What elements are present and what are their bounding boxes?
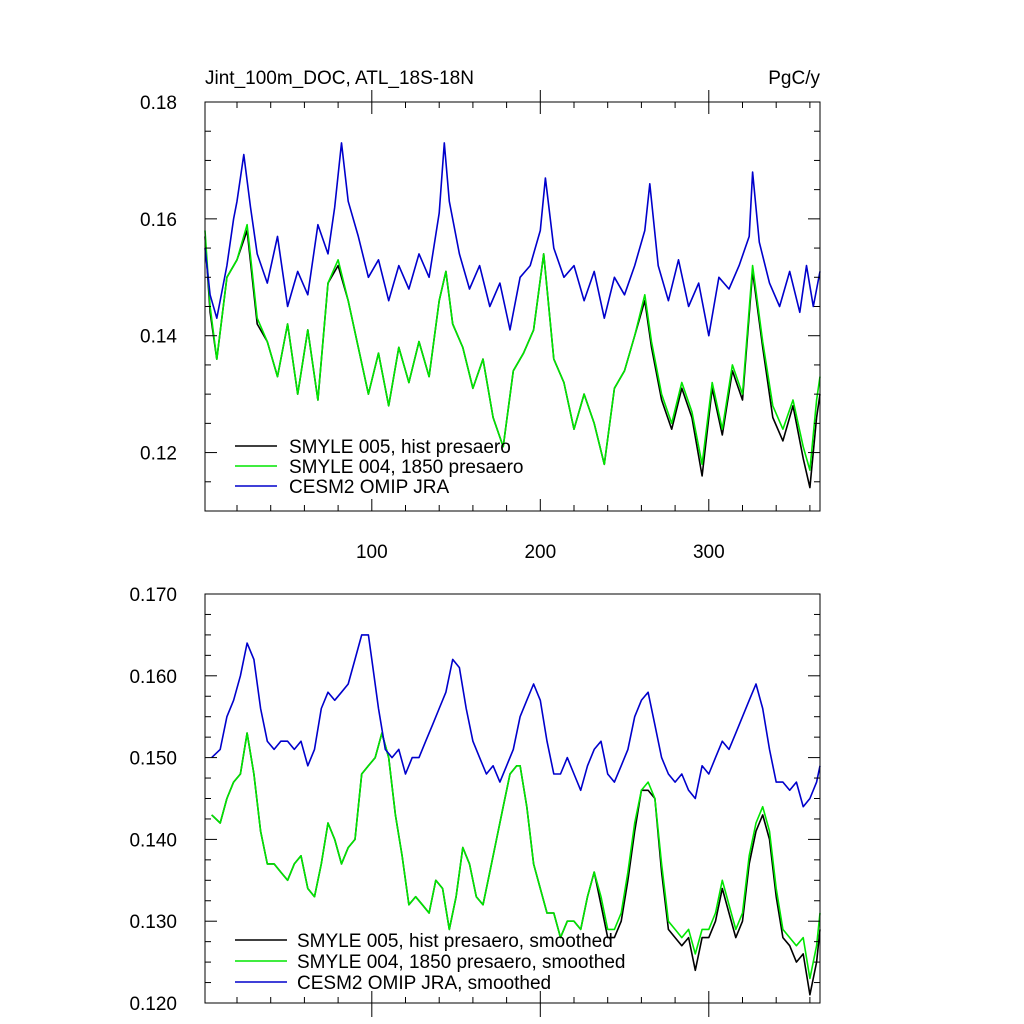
series-line-2 bbox=[204, 223, 821, 471]
chart-units: PgC/y bbox=[768, 68, 820, 89]
y-tick-label: 0.120 bbox=[129, 994, 177, 1015]
legend-label-1: SMYLE 005, hist presaero, smoothed bbox=[297, 931, 613, 952]
y-tick-label: 0.14 bbox=[140, 327, 177, 348]
legend: SMYLE 005, hist presaero, smoothedSMYLE … bbox=[235, 931, 625, 994]
x-tick-label: 300 bbox=[693, 542, 725, 563]
chart-title: Jint_100m_DOC, ATL_18S-18N bbox=[205, 68, 474, 89]
series-line-2 bbox=[211, 732, 821, 980]
legend-label-1: SMYLE 005, hist presaero bbox=[289, 437, 511, 458]
y-tick-label: 0.18 bbox=[140, 93, 177, 114]
bottom-chart-panel: 0.120 0.130 0.140 0.150 0.160 0.170 SMYLE 005… bbox=[129, 585, 821, 1017]
x-tick-label: 200 bbox=[524, 542, 556, 563]
series-line-3 bbox=[211, 634, 821, 808]
legend-label-2: SMYLE 004, 1850 presaero, smoothed bbox=[297, 952, 625, 973]
y-tick-label: 0.12 bbox=[140, 444, 177, 465]
legend-label-2: SMYLE 004, 1850 presaero bbox=[289, 457, 524, 478]
y-tick-label: 0.160 bbox=[129, 667, 177, 688]
y-tick-label: 0.140 bbox=[129, 830, 177, 851]
legend-label-3: CESM2 OMIP JRA, smoothed bbox=[297, 973, 551, 994]
y-tick-label: 0.170 bbox=[129, 585, 177, 606]
y-tick-label: 0.150 bbox=[129, 749, 177, 770]
y-tick-label: 0.16 bbox=[140, 210, 177, 231]
series-line-3 bbox=[204, 142, 821, 337]
x-tick-label: 100 bbox=[356, 542, 388, 563]
legend-label-3: CESM2 OMIP JRA bbox=[289, 477, 449, 498]
top-chart-panel: Jint_100m_DOC, ATL_18S-18N PgC/y 0.12 0.1… bbox=[140, 68, 821, 563]
y-tick-label: 0.130 bbox=[129, 912, 177, 933]
